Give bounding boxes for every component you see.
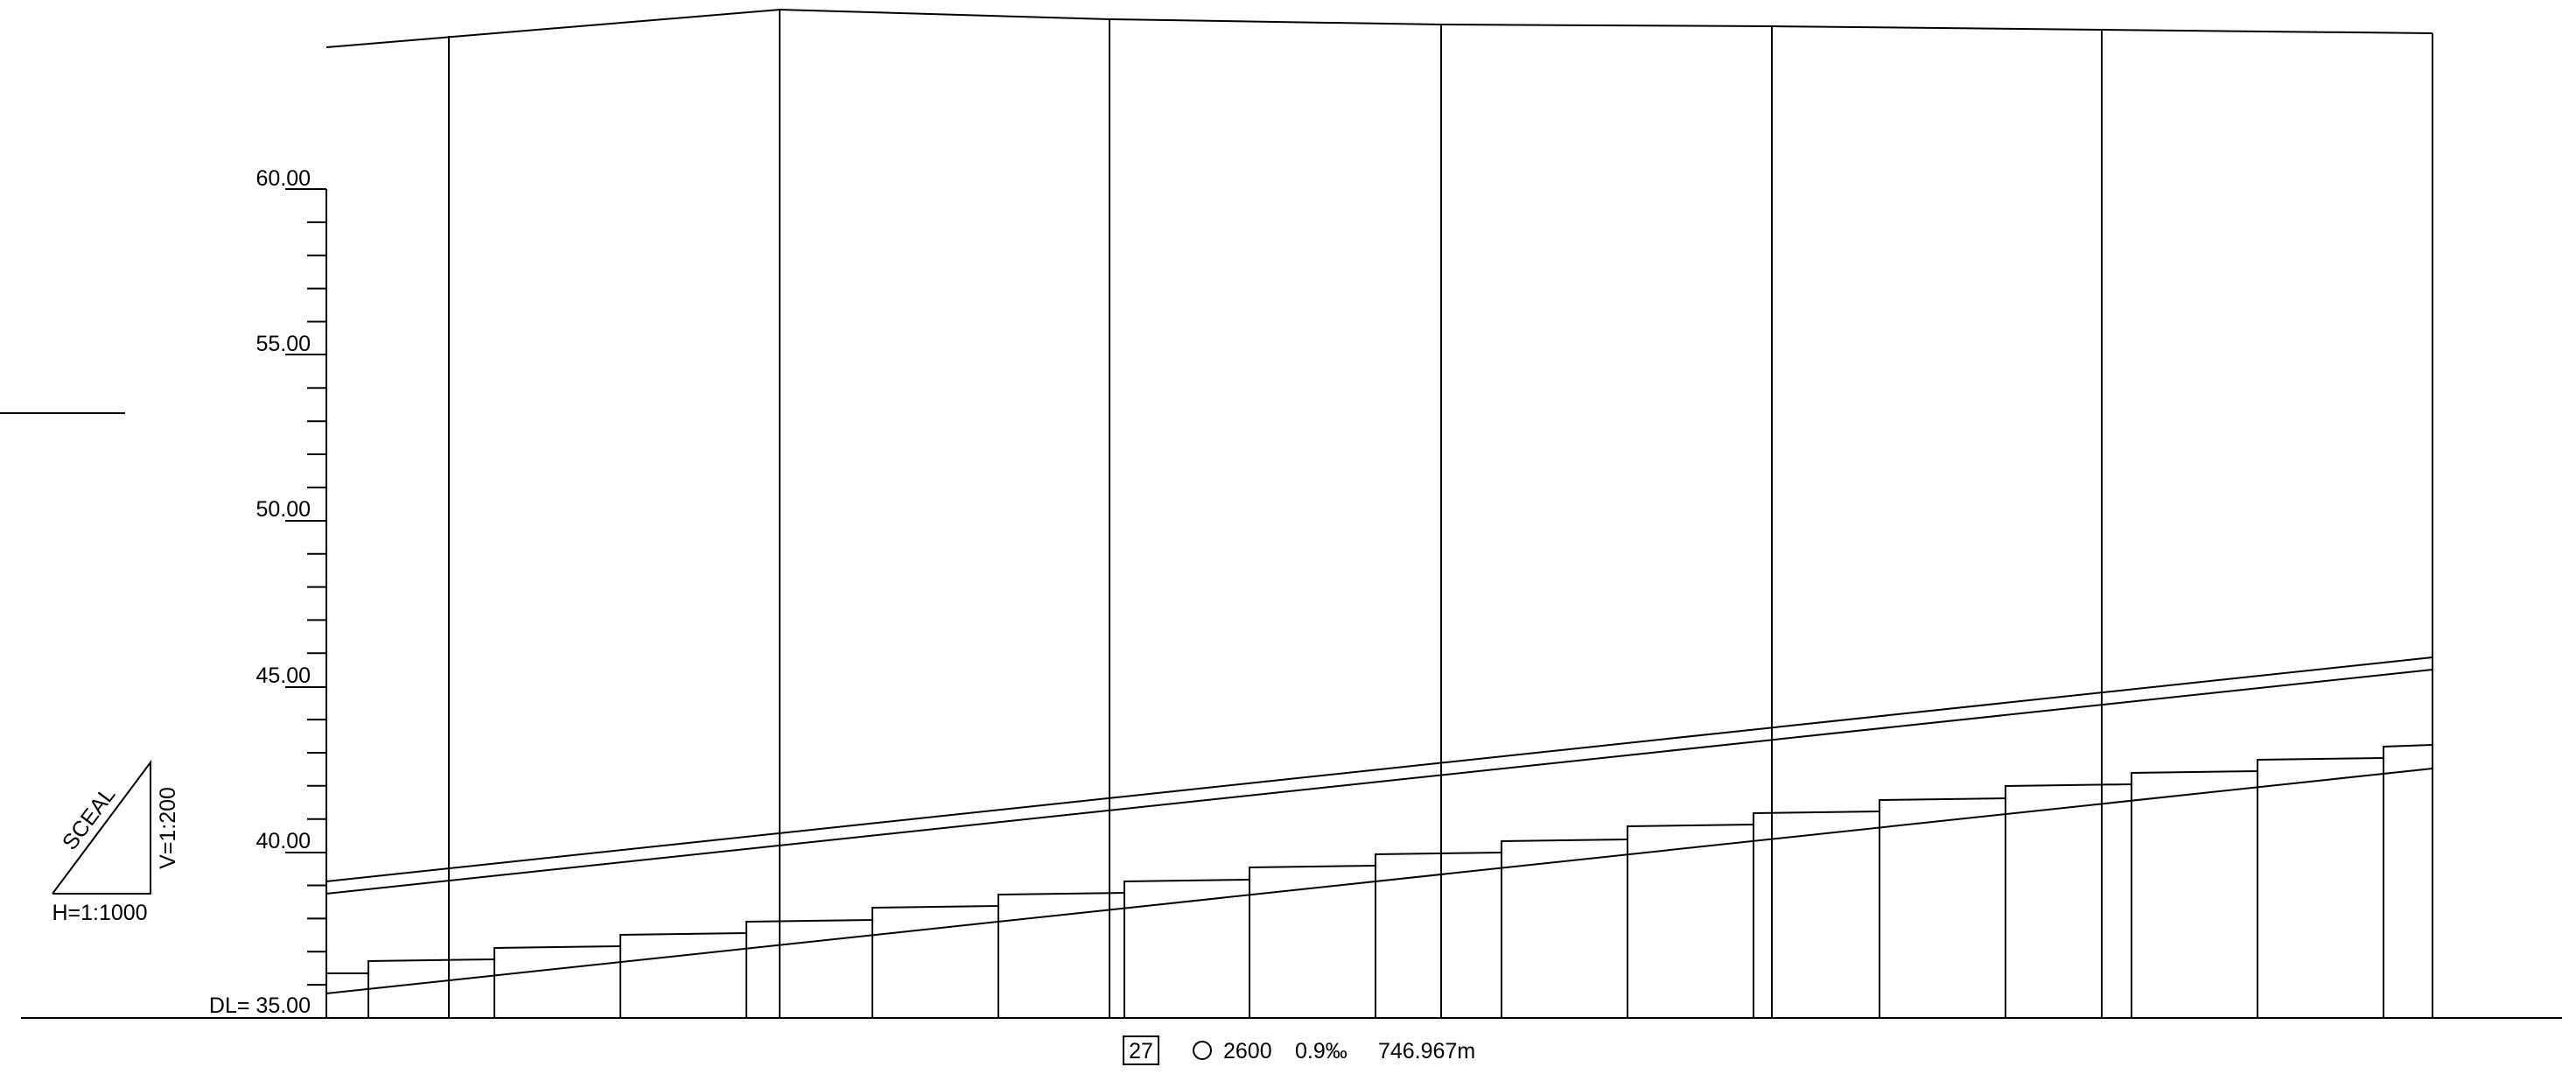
elevation-label: 60.00: [256, 166, 311, 191]
elevation-label: DL= 35.00: [209, 993, 311, 1018]
diameter-icon: [1193, 1041, 1212, 1060]
scale-vertical: V=1:200: [156, 787, 180, 869]
elevation-label: 55.00: [256, 332, 311, 356]
pipe-annotation: 27 2600 0.9‰ 746.967m: [1123, 1035, 1475, 1065]
elevation-ticks: [307, 221, 326, 986]
top-ground-line: [326, 8, 2433, 48]
pipe-diameter: 2600: [1223, 1039, 1272, 1063]
label-underlines: [285, 188, 326, 853]
profile-drops: [368, 747, 2384, 1018]
stepped-profile: [326, 744, 2433, 974]
pipe-bottom-line: [326, 669, 2433, 895]
scale-triangle: [52, 759, 151, 895]
station-lines: [448, 10, 2433, 1018]
scale-legend: SCEAL V=1:200 H=1:1000: [52, 759, 180, 925]
pipe-length: 746.967m: [1378, 1039, 1475, 1063]
pipe-top-line: [326, 656, 2433, 882]
elevation-label: 45.00: [256, 663, 311, 688]
pipe-number: 27: [1129, 1039, 1153, 1063]
elevation-label: 50.00: [256, 497, 311, 522]
number-box: [1123, 1035, 1159, 1065]
scale-horizontal: H=1:1000: [52, 901, 147, 925]
invert-line: [326, 768, 2433, 994]
elevation-labels: 60.00 55.00 50.00 45.00 40.00 DL= 35.00: [209, 166, 311, 1018]
pipe-slope: 0.9‰: [1295, 1039, 1348, 1063]
elevation-label: 40.00: [256, 829, 311, 853]
